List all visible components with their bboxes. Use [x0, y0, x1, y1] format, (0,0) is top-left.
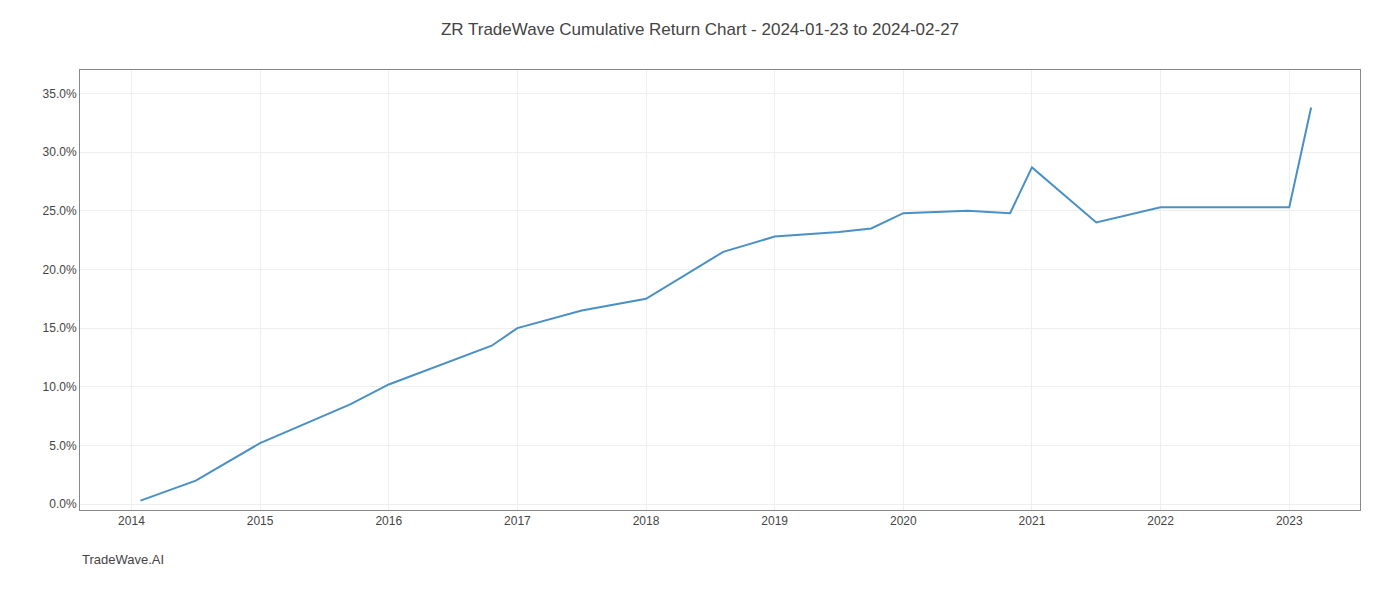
svg-text:TradeWave.AI: TradeWave.AI — [82, 552, 164, 567]
svg-text:25.0%: 25.0% — [43, 204, 77, 218]
svg-text:2021: 2021 — [1019, 514, 1046, 528]
svg-text:2018: 2018 — [633, 514, 660, 528]
svg-text:35.0%: 35.0% — [43, 87, 77, 101]
svg-text:10.0%: 10.0% — [43, 380, 77, 394]
svg-text:5.0%: 5.0% — [49, 439, 77, 453]
svg-text:30.0%: 30.0% — [43, 145, 77, 159]
svg-text:2023: 2023 — [1276, 514, 1303, 528]
svg-text:0.0%: 0.0% — [49, 497, 77, 511]
svg-text:2017: 2017 — [504, 514, 531, 528]
svg-text:2019: 2019 — [761, 514, 788, 528]
svg-text:2016: 2016 — [375, 514, 402, 528]
svg-text:20.0%: 20.0% — [43, 263, 77, 277]
svg-text:2022: 2022 — [1147, 514, 1174, 528]
svg-text:2020: 2020 — [890, 514, 917, 528]
svg-text:2015: 2015 — [247, 514, 274, 528]
svg-text:15.0%: 15.0% — [43, 321, 77, 335]
svg-text:ZR TradeWave Cumulative Return: ZR TradeWave Cumulative Return Chart - 2… — [441, 20, 959, 39]
svg-text:2014: 2014 — [118, 514, 145, 528]
